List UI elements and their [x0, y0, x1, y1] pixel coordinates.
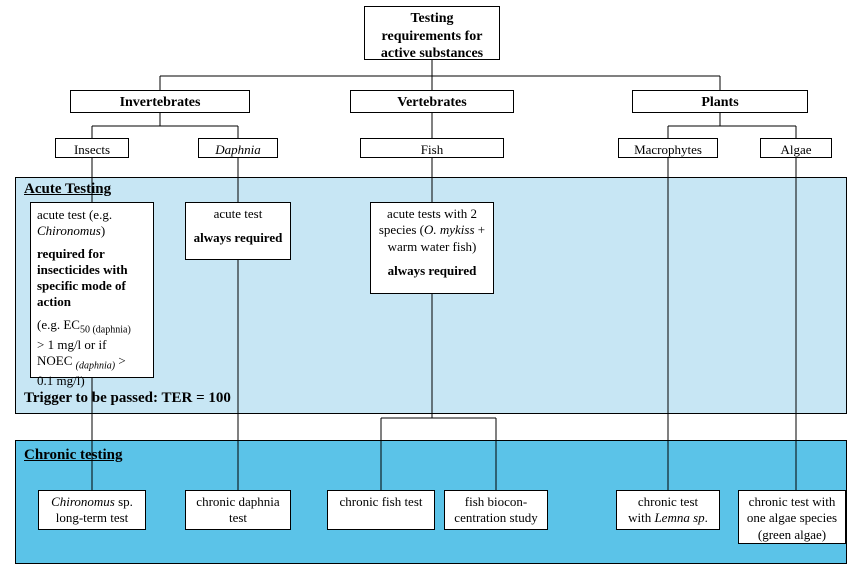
cat-invertebrates: Invertebrates — [70, 90, 250, 113]
sub-algae: Algae — [760, 138, 832, 158]
chronic-daphnia-box: chronic daphnia test — [185, 490, 291, 530]
root-l1: Testing — [410, 11, 453, 26]
cat-vertebrates: Vertebrates — [350, 90, 514, 113]
cat-plants: Plants — [632, 90, 808, 113]
chronic-macro-box: chronic test with Lemna sp. — [616, 490, 720, 530]
chronic-fish-biocon-box: fish biocon- centration study — [444, 490, 548, 530]
acute-daphnia-box: acute test always required — [185, 202, 291, 260]
acute-title: Acute Testing — [24, 181, 111, 198]
chronic-insects-box: Chironomus sp. long-term test — [38, 490, 146, 530]
root-l3: active substances — [381, 46, 483, 61]
sub-macrophytes: Macrophytes — [618, 138, 718, 158]
sub-fish: Fish — [360, 138, 504, 158]
sub-daphnia: Daphnia — [198, 138, 278, 158]
acute-trigger: Trigger to be passed: TER = 100 — [24, 390, 231, 407]
acute-fish-box: acute tests with 2 species (O. mykiss + … — [370, 202, 494, 294]
chronic-fish-test-box: chronic fish test — [327, 490, 435, 530]
chronic-title: Chronic testing — [24, 447, 122, 464]
root-l2: requirements for — [382, 29, 483, 44]
sub-insects: Insects — [55, 138, 129, 158]
root-box: Testing requirements for active substanc… — [364, 6, 500, 60]
acute-insects-box: acute test (e.g. Chironomus) required fo… — [30, 202, 154, 378]
chronic-algae-box: chronic test with one algae species (gre… — [738, 490, 846, 544]
